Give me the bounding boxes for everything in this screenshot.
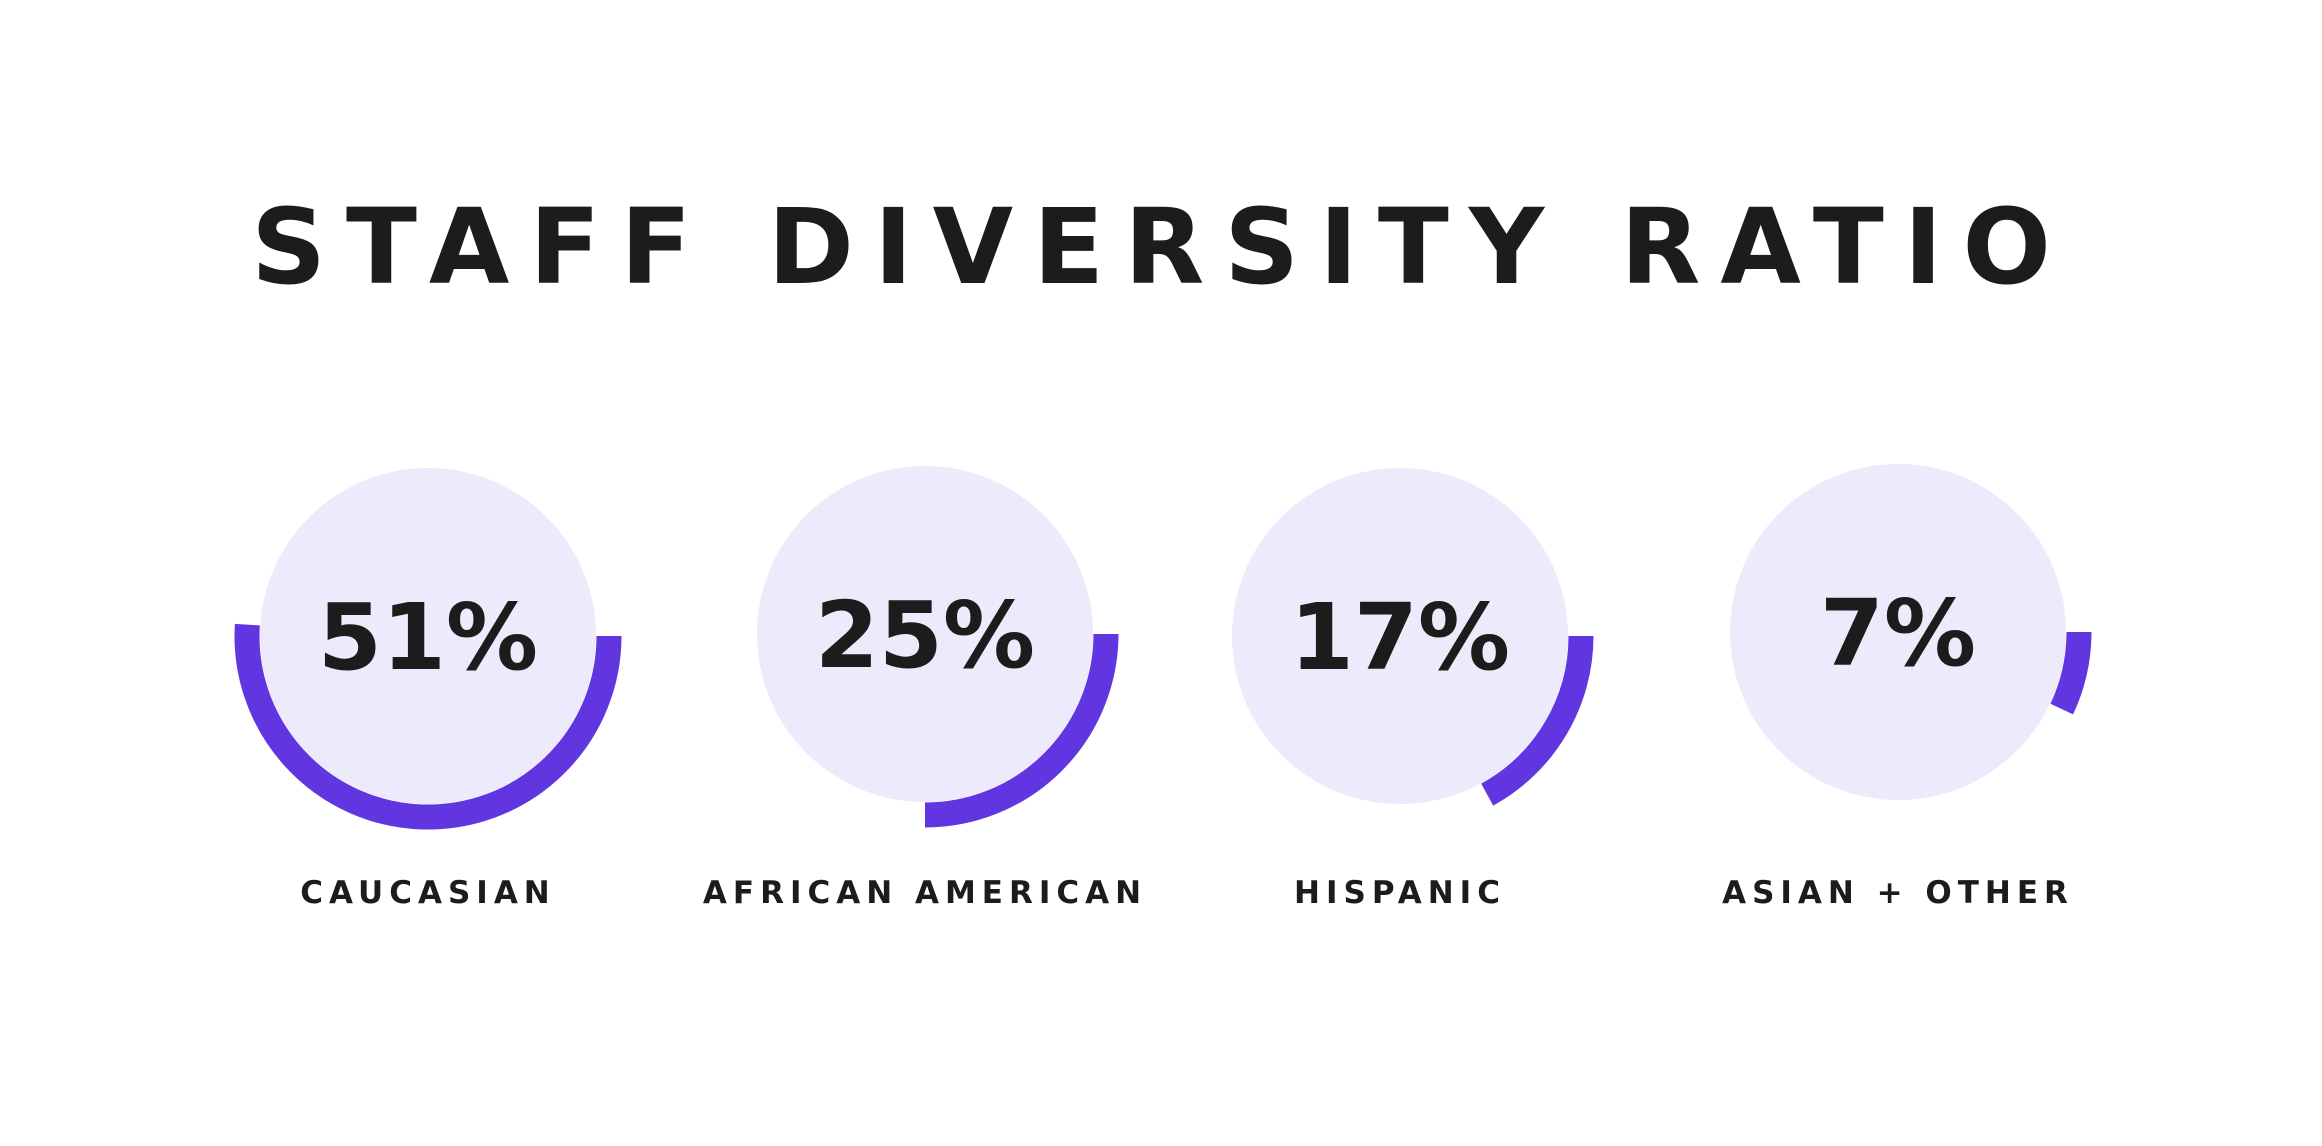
progress-arc-hispanic <box>1481 635 1594 806</box>
ring-background-caucasian <box>260 468 596 804</box>
percentage-label-african-american: 25% <box>815 582 1035 689</box>
ring-background-hispanic <box>1232 468 1568 804</box>
percentage-label-hispanic: 17% <box>1290 584 1510 691</box>
progress-arc-african-american <box>924 633 1119 828</box>
percentage-label-caucasian: 51% <box>318 584 538 691</box>
category-label-asian-other: ASIAN + OTHER <box>1722 875 2074 911</box>
chart-title: STAFF DIVERSITY RATIO <box>251 186 2071 308</box>
percentage-label-asian-other: 7% <box>1820 580 1976 687</box>
category-label-african-american: AFRICAN AMERICAN <box>702 875 1148 911</box>
progress-arc-asian-other <box>2050 631 2092 715</box>
category-label-caucasian: CAUCASIAN <box>300 875 556 911</box>
progress-arc-caucasian <box>234 623 622 830</box>
category-label-hispanic: HISPANIC <box>1294 875 1506 911</box>
ring-background-asian-other <box>1730 464 2066 800</box>
ring-background-african-american <box>757 466 1093 802</box>
